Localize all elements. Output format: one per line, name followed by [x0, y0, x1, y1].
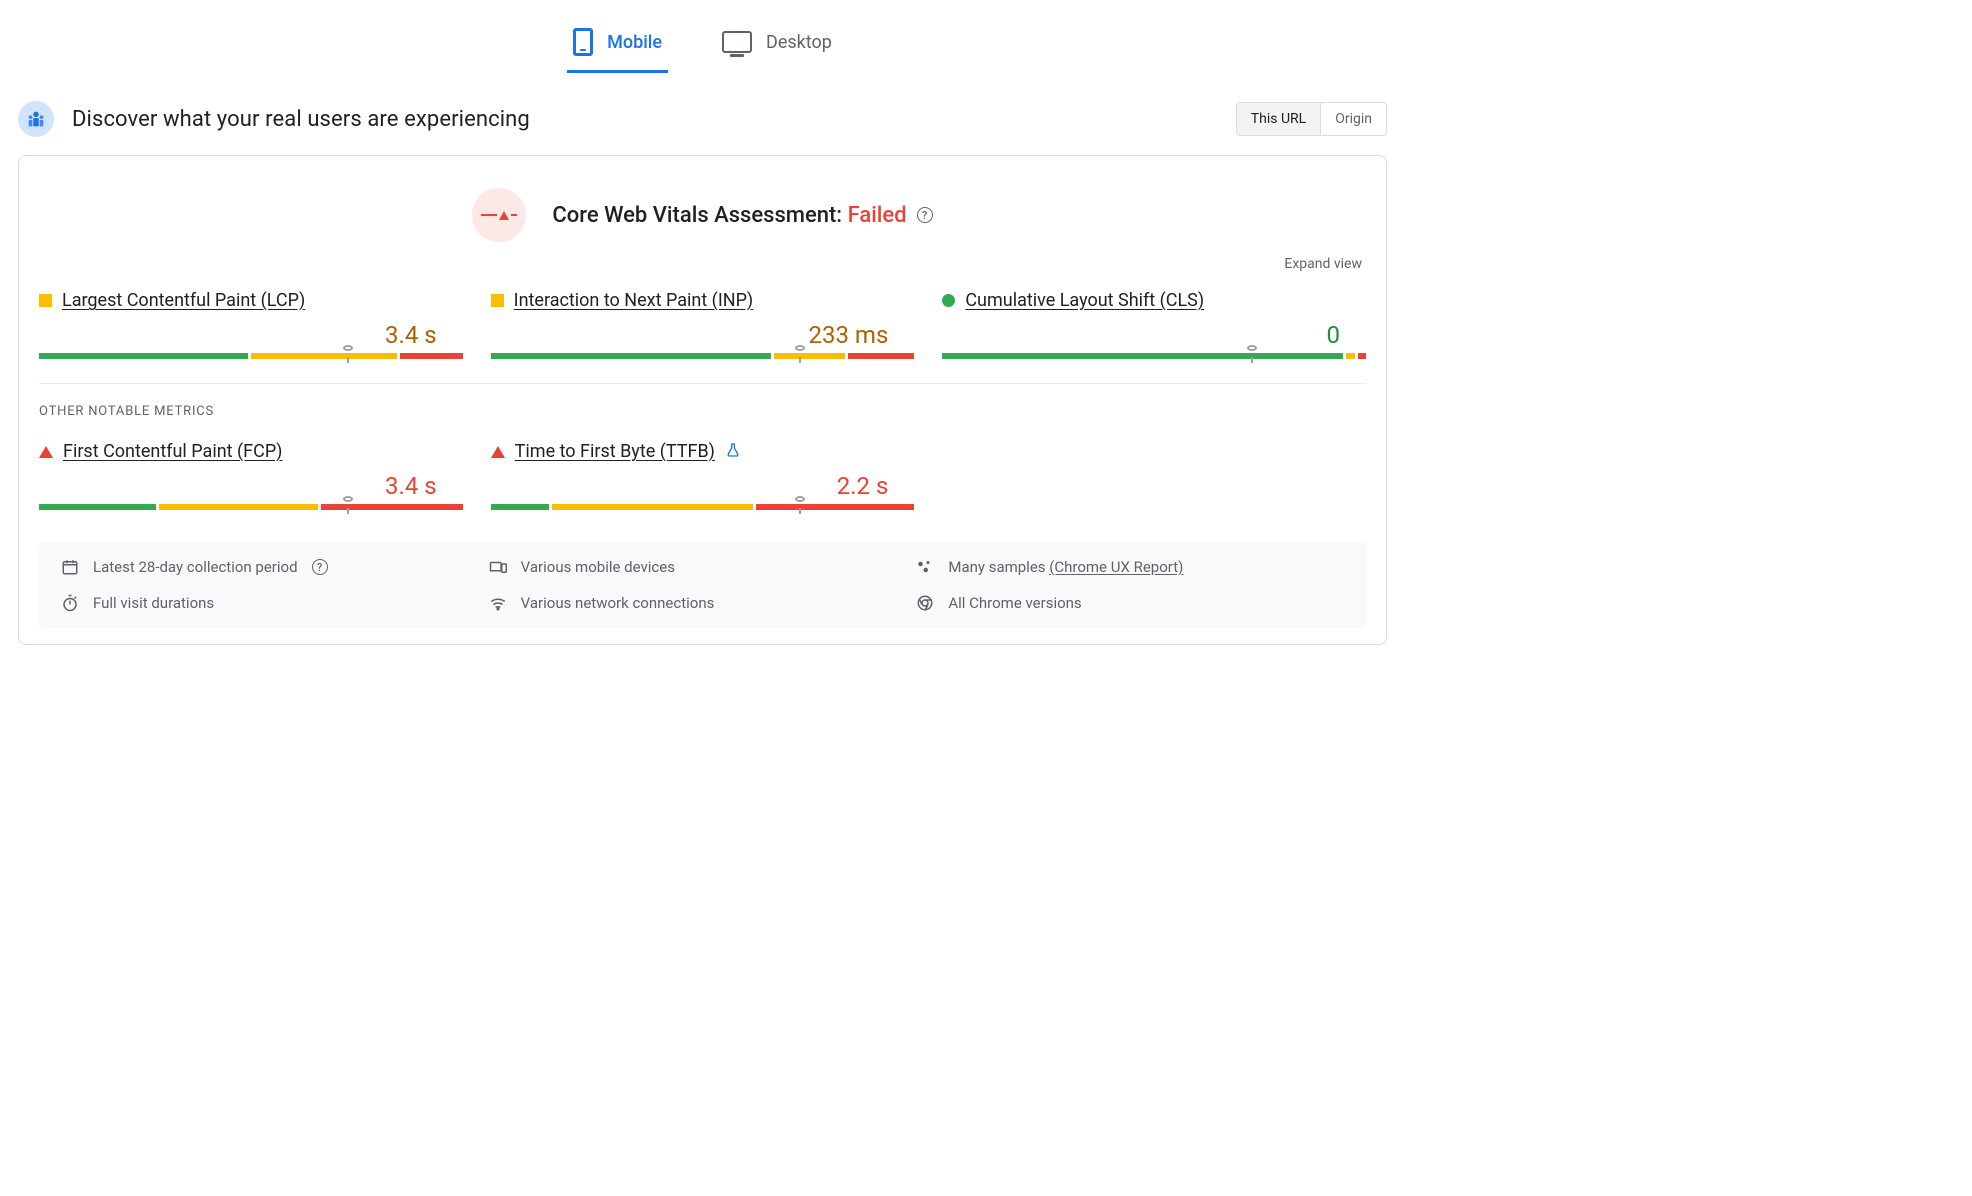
metric-cls: Cumulative Layout Shift (CLS) 0 — [942, 290, 1366, 359]
info-samples: Many samples (Chrome UX Report) — [916, 558, 1344, 576]
inp-value: 233 ms — [491, 321, 915, 349]
inp-name[interactable]: Interaction to Next Paint (INP) — [514, 290, 754, 311]
wifi-icon — [489, 594, 507, 612]
help-icon[interactable]: ? — [312, 559, 328, 575]
assessment-status: Failed — [848, 203, 907, 228]
stopwatch-icon — [61, 594, 79, 612]
assessment-icon — [472, 188, 526, 242]
scatter-icon — [916, 558, 934, 576]
fcp-bar — [39, 504, 463, 510]
metric-empty — [942, 441, 1366, 510]
device-tabs: Mobile Desktop — [18, 20, 1387, 73]
desktop-icon — [722, 31, 752, 53]
help-icon[interactable]: ? — [917, 207, 933, 223]
expand-view-link[interactable]: Expand view — [43, 256, 1362, 272]
cls-bar — [942, 353, 1366, 359]
ttfb-bar — [491, 504, 915, 510]
tab-mobile-label: Mobile — [607, 32, 662, 53]
chrome-icon — [916, 594, 934, 612]
info-versions: All Chrome versions — [916, 594, 1344, 612]
info-network: Various network connections — [489, 594, 917, 612]
scope-origin-button[interactable]: Origin — [1320, 103, 1386, 135]
ttfb-name[interactable]: Time to First Byte (TTFB) — [515, 441, 715, 462]
assessment-label: Core Web Vitals Assessment: — [552, 203, 847, 228]
info-devices: Various mobile devices — [489, 558, 917, 576]
lcp-status-icon — [39, 294, 52, 307]
lcp-value: 3.4 s — [39, 321, 463, 349]
vitals-card: Core Web Vitals Assessment: Failed ? Exp… — [18, 155, 1387, 645]
cls-name[interactable]: Cumulative Layout Shift (CLS) — [965, 290, 1204, 311]
tab-mobile[interactable]: Mobile — [567, 20, 668, 73]
ttfb-status-icon — [491, 446, 505, 458]
tab-desktop[interactable]: Desktop — [716, 20, 838, 73]
cls-status-icon — [942, 294, 955, 307]
page-title: Discover what your real users are experi… — [72, 107, 530, 132]
info-period: Latest 28-day collection period ? — [61, 558, 489, 576]
users-icon — [18, 101, 54, 137]
metric-fcp: First Contentful Paint (FCP) 3.4 s — [39, 441, 463, 510]
scope-this-url-button[interactable]: This URL — [1237, 103, 1320, 135]
metric-inp: Interaction to Next Paint (INP) 233 ms — [491, 290, 915, 359]
calendar-icon — [61, 558, 79, 576]
scope-toggle: This URL Origin — [1236, 102, 1387, 136]
metric-lcp: Largest Contentful Paint (LCP) 3.4 s — [39, 290, 463, 359]
fcp-name[interactable]: First Contentful Paint (FCP) — [63, 441, 282, 462]
devices-icon — [489, 558, 507, 576]
inp-bar — [491, 353, 915, 359]
tab-desktop-label: Desktop — [766, 32, 832, 53]
lcp-name[interactable]: Largest Contentful Paint (LCP) — [62, 290, 305, 311]
header-row: Discover what your real users are experi… — [18, 101, 1387, 137]
lcp-bar — [39, 353, 463, 359]
inp-status-icon — [491, 294, 504, 307]
info-box: Latest 28-day collection period ? Variou… — [39, 542, 1366, 628]
mobile-icon — [573, 28, 593, 56]
cls-value: 0 — [942, 321, 1366, 349]
ttfb-value: 2.2 s — [491, 472, 915, 500]
info-durations: Full visit durations — [61, 594, 489, 612]
fcp-status-icon — [39, 446, 53, 458]
crux-report-link[interactable]: (Chrome UX Report) — [1049, 558, 1183, 576]
assessment-row: Core Web Vitals Assessment: Failed ? — [35, 188, 1370, 242]
core-metrics-row: Largest Contentful Paint (LCP) 3.4 s Int… — [35, 290, 1370, 383]
fcp-value: 3.4 s — [39, 472, 463, 500]
experimental-icon — [725, 442, 741, 462]
metric-ttfb: Time to First Byte (TTFB) 2.2 s — [491, 441, 915, 510]
other-metrics-label: OTHER NOTABLE METRICS — [39, 404, 1366, 419]
other-metrics-row: First Contentful Paint (FCP) 3.4 s Time … — [35, 441, 1370, 534]
divider — [39, 383, 1366, 384]
